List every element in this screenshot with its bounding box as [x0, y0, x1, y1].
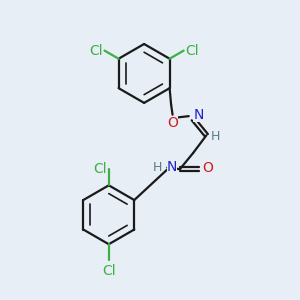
Text: Cl: Cl	[89, 44, 103, 58]
Text: H: H	[153, 160, 162, 174]
Text: H: H	[211, 130, 220, 143]
Text: Cl: Cl	[102, 264, 116, 278]
Text: N: N	[193, 108, 203, 122]
Text: N: N	[167, 160, 177, 174]
Text: Cl: Cl	[185, 44, 199, 58]
Text: Cl: Cl	[94, 162, 107, 176]
Text: O: O	[167, 116, 178, 130]
Text: O: O	[202, 161, 213, 175]
